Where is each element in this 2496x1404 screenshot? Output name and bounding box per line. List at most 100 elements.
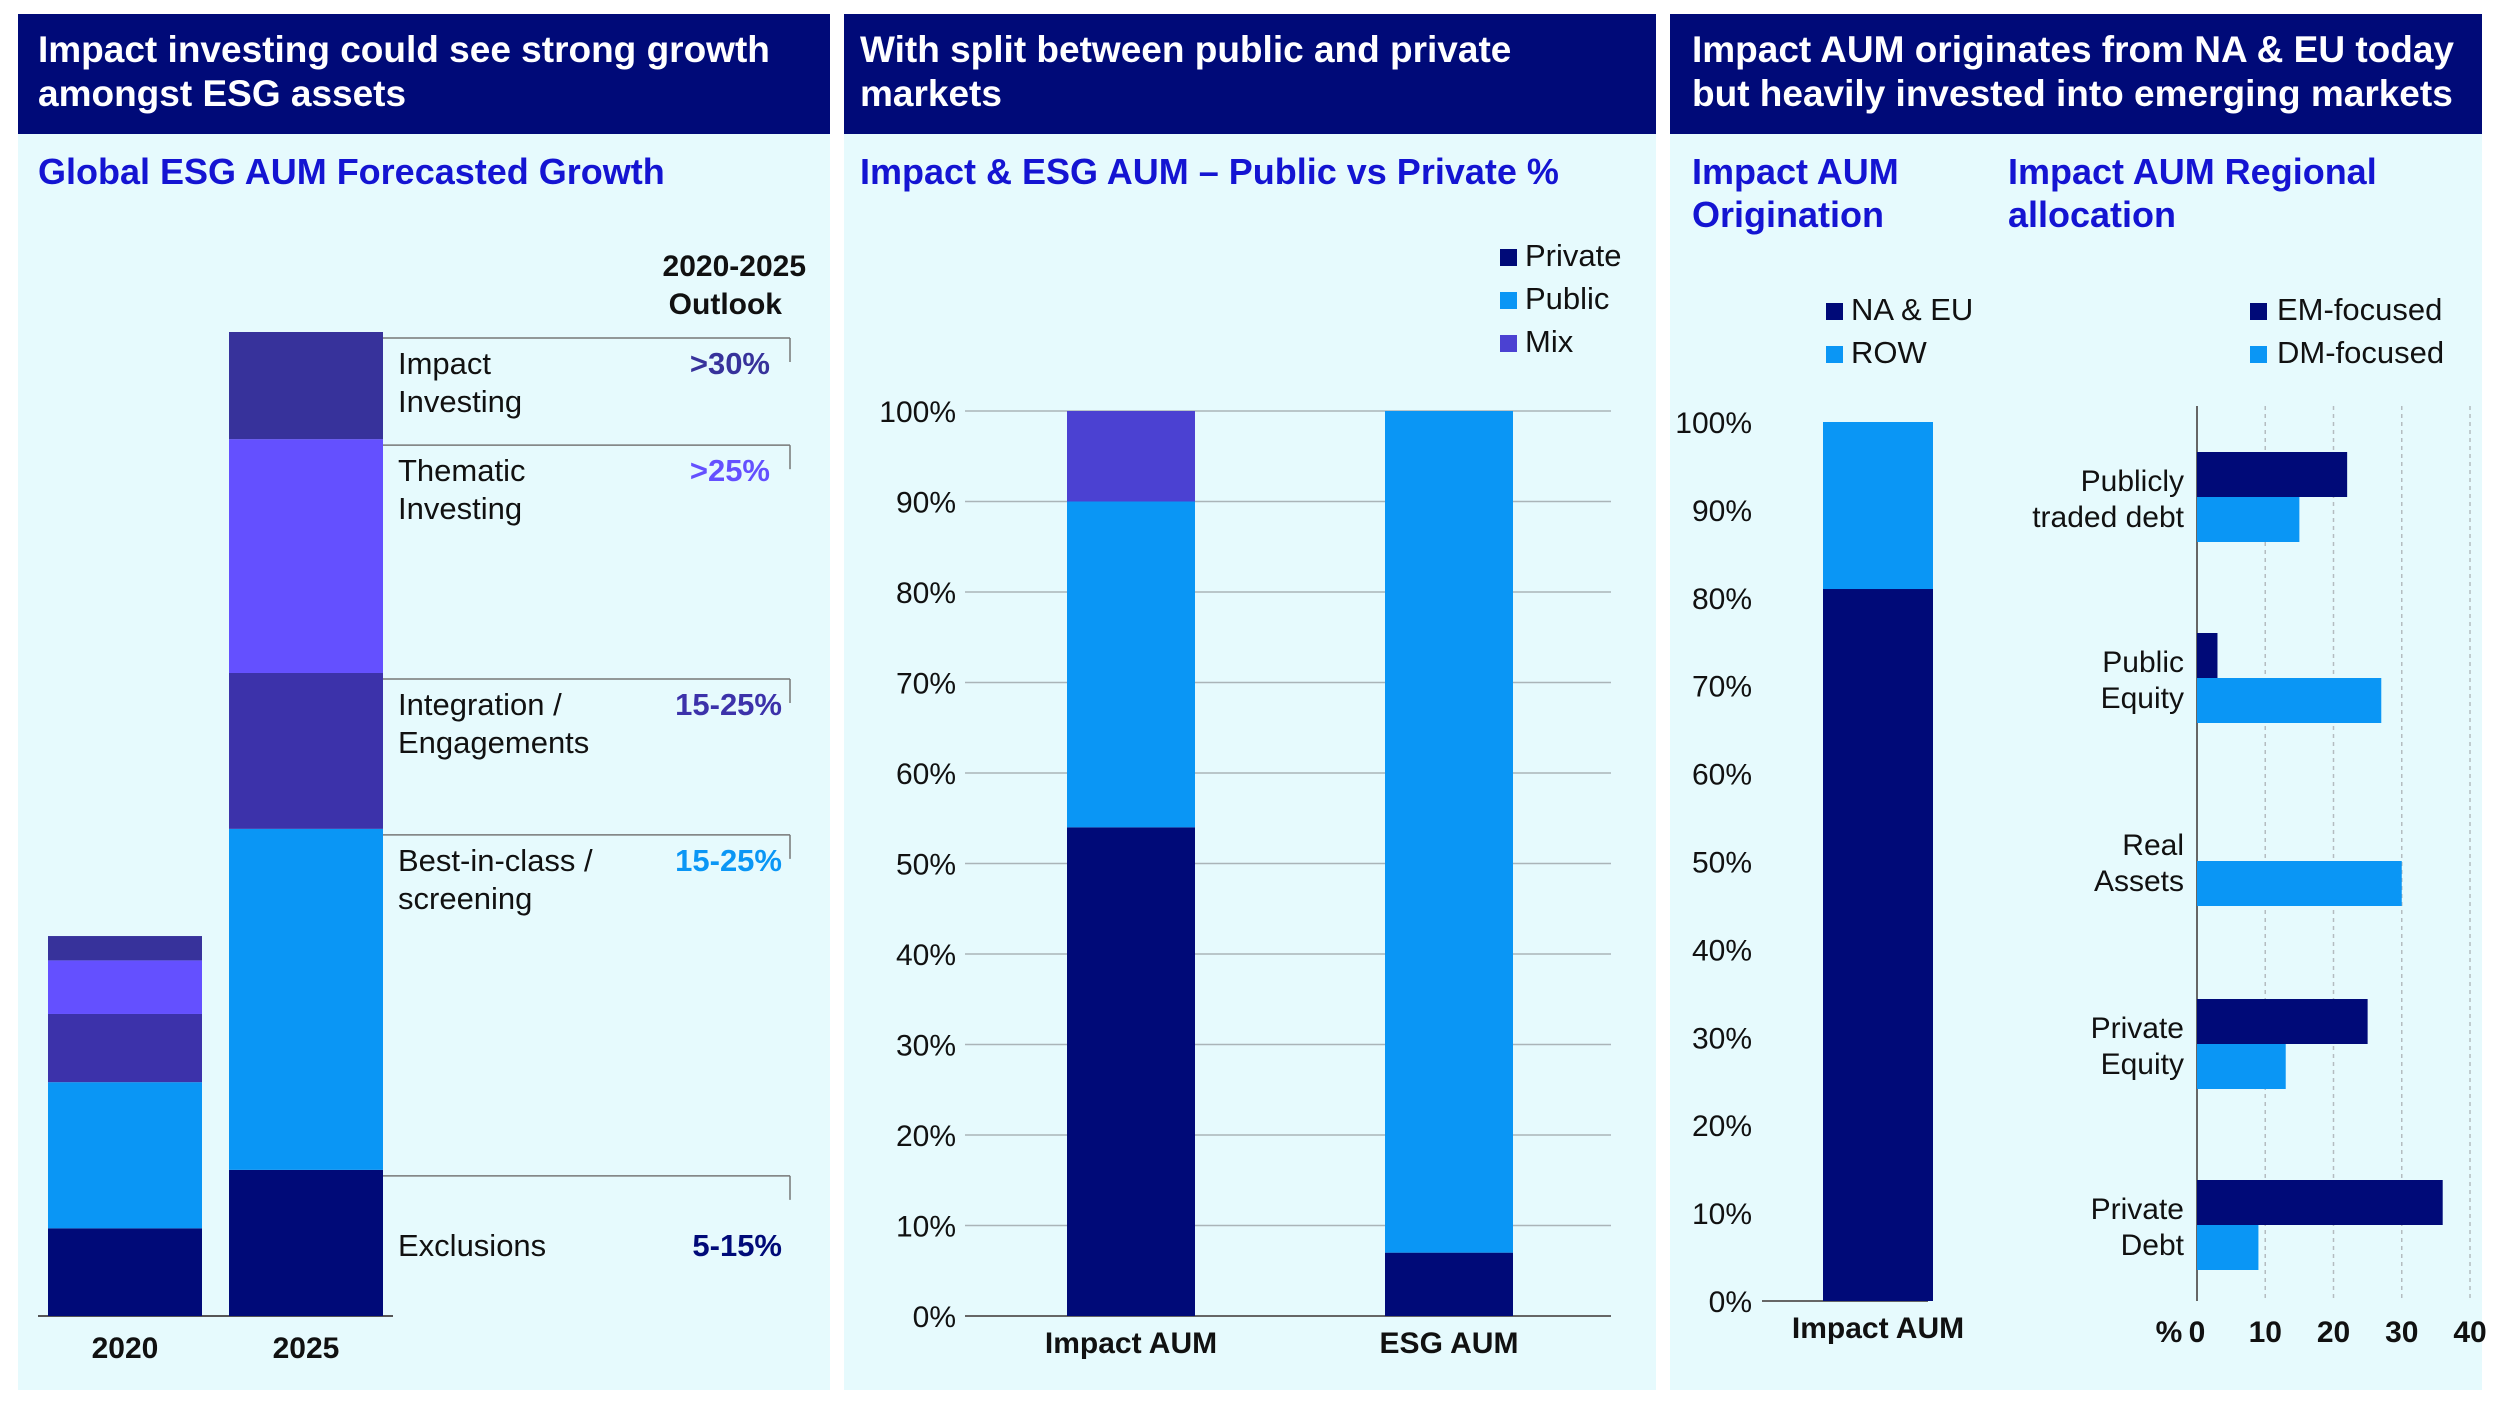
- bar-dm-focused-private-equity: [2197, 1044, 2286, 1089]
- y-tick-label: 50%: [896, 849, 956, 882]
- y-tick-label: 0%: [1709, 1286, 1752, 1319]
- segment-label: Investing: [398, 491, 522, 526]
- y-category-label: Debt: [2121, 1229, 2185, 1262]
- legend-swatch-public: [1500, 292, 1517, 309]
- y-tick-label: 90%: [896, 487, 956, 520]
- y-tick-label: 30%: [1692, 1022, 1752, 1055]
- y-tick-label: 0%: [913, 1301, 956, 1334]
- x-axis-label: %: [2156, 1316, 2183, 1349]
- panel-title: Impact AUM originates from NA & EU today…: [1670, 14, 2482, 134]
- y-tick-label: 30%: [896, 1030, 956, 1063]
- x-tick-label: 30: [2385, 1316, 2418, 1349]
- outlook-header: 2020-2025: [663, 250, 806, 283]
- y-tick-label: 50%: [1692, 847, 1752, 880]
- y-category-label: Private: [2091, 1193, 2184, 1226]
- outlook-value: 15-25%: [675, 687, 782, 722]
- legend-label: Public: [1525, 281, 1609, 316]
- bar-private-esg-aum: [1385, 1252, 1513, 1316]
- legend-label: DM-focused: [2277, 335, 2444, 370]
- bar-dm-focused-public-equity: [2197, 678, 2382, 723]
- y-tick-label: 60%: [896, 758, 956, 791]
- esg-growth-chart: 2020 2025 2020-2025 Outlook Exclusions 5-15% B…: [38, 250, 806, 1365]
- y-tick-label: 10%: [1692, 1198, 1752, 1231]
- bar-dm-focused-private-debt: [2197, 1225, 2259, 1270]
- bar-public-esg-aum: [1385, 411, 1513, 1253]
- y-category-label: Publicly: [2081, 465, 2184, 498]
- x-tick-label: ESG AUM: [1380, 1327, 1519, 1360]
- bar-public-impact-aum: [1067, 501, 1195, 828]
- bar-na-eu-impact-aum: [1823, 589, 1933, 1301]
- y-tick-label: 40%: [1692, 934, 1752, 967]
- legend-swatch-na-eu: [1826, 303, 1843, 320]
- y-category-label: Real: [2122, 829, 2184, 862]
- x-tick-label: 2020: [92, 1332, 159, 1365]
- chart-subtitle-origination: Impact AUM Origination: [1692, 151, 1899, 235]
- outlook-value: >30%: [690, 346, 770, 381]
- panel-title: With split between public and private ma…: [844, 14, 1656, 134]
- legend-swatch-mix: [1500, 335, 1517, 352]
- bar-em-focused-public-equity: [2197, 633, 2218, 678]
- outlook-header: Outlook: [669, 288, 783, 321]
- bar-dm-focused-publicly-traded-debt: [2197, 497, 2300, 542]
- segment-label: Exclusions: [398, 1228, 546, 1263]
- bar-thematic-investing-2025: [229, 439, 383, 673]
- y-tick-label: 100%: [1675, 407, 1752, 440]
- y-category-label: traded debt: [2032, 501, 2184, 534]
- legend-swatch-row: [1826, 346, 1843, 363]
- y-category-label: Private: [2091, 1012, 2184, 1045]
- segment-label: Engagements: [398, 725, 589, 760]
- x-tick-label: Impact AUM: [1792, 1312, 1964, 1345]
- legend-swatch-em-focused: [2250, 303, 2267, 320]
- legend-label: EM-focused: [2277, 292, 2442, 327]
- segment-label: Thematic: [398, 453, 525, 488]
- y-category-label: Equity: [2101, 682, 2184, 715]
- y-category-label: Assets: [2094, 865, 2184, 898]
- panel-esg-growth: Impact investing could see strong growth…: [18, 14, 830, 1390]
- outlook-value: 5-15%: [692, 1228, 782, 1263]
- panel-origination: Impact AUM originates from NA & EU today…: [1670, 14, 2487, 1390]
- bar-best-in-class-screening-2025: [229, 828, 383, 1170]
- bar-mix-impact-aum: [1067, 411, 1195, 502]
- x-tick-label: 40: [2453, 1316, 2486, 1349]
- bar-em-focused-private-debt: [2197, 1180, 2443, 1225]
- panel-public-private: With split between public and private ma…: [844, 14, 1656, 1390]
- outlook-value: 15-25%: [675, 843, 782, 878]
- bar-row-impact-aum: [1823, 422, 1933, 590]
- segment-label: Best-in-class /: [398, 843, 593, 878]
- segment-label: screening: [398, 881, 532, 916]
- y-tick-label: 100%: [879, 396, 956, 429]
- x-tick-label: Impact AUM: [1045, 1327, 1217, 1360]
- legend-label: ROW: [1851, 335, 1928, 370]
- legend-label: Mix: [1525, 324, 1574, 359]
- segment-label: Investing: [398, 384, 522, 419]
- y-tick-label: 90%: [1692, 495, 1752, 528]
- chart-subtitle: Global ESG AUM Forecasted Growth: [38, 151, 665, 192]
- bar-exclusions-2020: [48, 1228, 202, 1316]
- x-tick-label: 10: [2249, 1316, 2282, 1349]
- bar-thematic-investing-2020: [48, 960, 202, 1014]
- bar-integration-engagements-2020: [48, 1013, 202, 1083]
- x-tick-label: 20: [2317, 1316, 2350, 1349]
- y-tick-label: 40%: [896, 939, 956, 972]
- chart-subtitle: Impact & ESG AUM – Public vs Private %: [860, 151, 1559, 192]
- bar-em-focused-private-equity: [2197, 999, 2368, 1044]
- bar-impact-investing-2025: [229, 332, 383, 440]
- x-tick-label: 2025: [273, 1332, 340, 1365]
- bar-impact-investing-2020: [48, 936, 202, 961]
- legend-label: NA & EU: [1851, 292, 1973, 327]
- bar-dm-focused-real-assets: [2197, 861, 2402, 906]
- bar-exclusions-2025: [229, 1169, 383, 1316]
- y-tick-label: 60%: [1692, 759, 1752, 792]
- public-private-chart: 0% 10% 20% 30% 40% 50% 60% 70% 80% 90% 100% Impact …: [879, 238, 1621, 1360]
- y-tick-label: 20%: [1692, 1110, 1752, 1143]
- bar-integration-engagements-2025: [229, 672, 383, 829]
- y-tick-label: 70%: [1692, 671, 1752, 704]
- y-tick-label: 80%: [896, 577, 956, 610]
- y-category-label: Public: [2102, 646, 2184, 679]
- bar-em-focused-publicly-traded-debt: [2197, 452, 2348, 497]
- bar-best-in-class-screening-2020: [48, 1082, 202, 1229]
- outlook-value: >25%: [690, 453, 770, 488]
- bar-private-impact-aum: [1067, 827, 1195, 1316]
- y-tick-label: 20%: [896, 1120, 956, 1153]
- y-tick-label: 70%: [896, 668, 956, 701]
